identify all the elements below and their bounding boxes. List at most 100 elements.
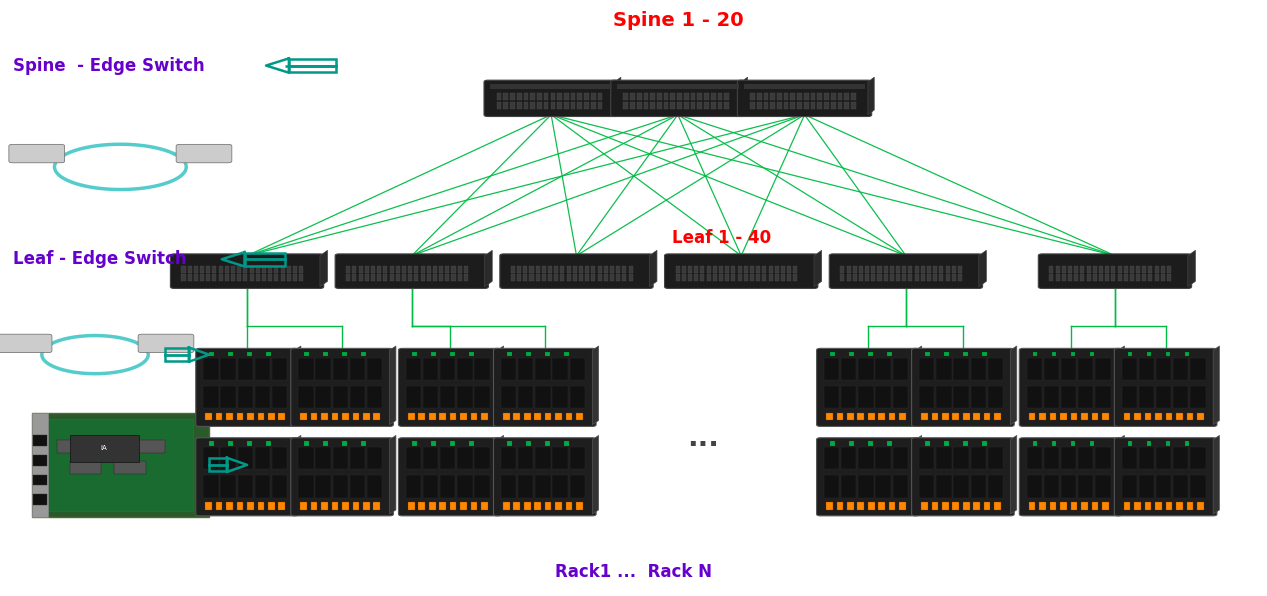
Bar (1139, 476, 1154, 498)
FancyBboxPatch shape (1019, 437, 1123, 516)
Bar (1185, 352, 1190, 356)
Bar (1156, 412, 1162, 420)
Bar (250, 266, 253, 273)
Bar (774, 274, 779, 281)
Bar (944, 441, 949, 446)
Bar (826, 502, 832, 510)
Bar (797, 93, 802, 100)
Bar (280, 266, 285, 273)
Bar (831, 102, 835, 109)
Bar (844, 93, 849, 100)
Bar (725, 102, 729, 109)
Bar (535, 412, 541, 420)
Bar (423, 386, 438, 408)
Bar (859, 386, 874, 408)
Bar (609, 266, 614, 273)
Bar (1154, 266, 1159, 273)
Bar (544, 93, 549, 100)
Bar (737, 274, 741, 281)
Bar (1111, 274, 1115, 281)
Bar (579, 274, 583, 281)
Bar (763, 266, 767, 273)
Bar (1197, 502, 1204, 510)
Bar (552, 447, 568, 470)
Bar (269, 502, 275, 510)
Bar (573, 266, 576, 273)
Polygon shape (319, 250, 327, 287)
Bar (374, 502, 380, 510)
Bar (555, 502, 563, 510)
Bar (279, 412, 285, 420)
Bar (554, 274, 559, 281)
Bar (535, 447, 551, 470)
Bar (133, 440, 165, 453)
Bar (1173, 358, 1188, 380)
Bar (637, 93, 641, 100)
Bar (1128, 352, 1133, 356)
Bar (830, 441, 835, 446)
Bar (851, 102, 855, 109)
Bar (474, 386, 489, 408)
Bar (875, 447, 891, 470)
Bar (650, 102, 655, 109)
Bar (237, 412, 243, 420)
Bar (405, 386, 421, 408)
Bar (440, 266, 443, 273)
Bar (181, 274, 185, 281)
Bar (1078, 447, 1093, 470)
Bar (457, 386, 473, 408)
Polygon shape (390, 435, 395, 514)
Bar (460, 412, 466, 420)
Bar (525, 412, 531, 420)
Bar (770, 102, 775, 109)
Bar (1173, 386, 1188, 408)
Bar (921, 274, 925, 281)
Bar (365, 274, 369, 281)
Bar (889, 266, 895, 273)
Bar (791, 93, 796, 100)
Bar (670, 93, 675, 100)
Bar (405, 358, 421, 380)
Bar (555, 412, 563, 420)
Bar (1049, 274, 1053, 281)
Bar (332, 476, 347, 498)
Bar (573, 274, 576, 281)
Bar (616, 266, 621, 273)
FancyBboxPatch shape (291, 437, 393, 516)
Bar (908, 274, 912, 281)
Bar (875, 476, 891, 498)
Bar (817, 102, 822, 109)
Bar (777, 93, 782, 100)
Bar (1148, 274, 1153, 281)
FancyBboxPatch shape (817, 437, 920, 516)
Bar (441, 358, 456, 380)
Bar (1161, 274, 1164, 281)
Bar (837, 102, 843, 109)
Polygon shape (650, 250, 658, 287)
Bar (896, 274, 900, 281)
Polygon shape (592, 346, 598, 424)
Bar (1105, 274, 1109, 281)
Bar (617, 83, 739, 89)
Bar (1026, 358, 1041, 380)
Bar (469, 352, 474, 356)
FancyBboxPatch shape (398, 437, 502, 516)
Bar (585, 274, 589, 281)
Bar (875, 386, 891, 408)
Bar (841, 447, 856, 470)
Bar (675, 266, 679, 273)
Bar (915, 274, 919, 281)
Bar (902, 266, 906, 273)
Bar (1081, 502, 1087, 510)
Bar (893, 386, 908, 408)
Bar (423, 476, 438, 498)
Bar (725, 274, 730, 281)
Bar (628, 274, 632, 281)
Bar (1111, 266, 1115, 273)
Bar (70, 435, 139, 462)
Bar (517, 102, 522, 109)
Bar (200, 274, 204, 281)
Bar (793, 266, 797, 273)
FancyBboxPatch shape (1038, 254, 1191, 288)
Bar (402, 274, 405, 281)
